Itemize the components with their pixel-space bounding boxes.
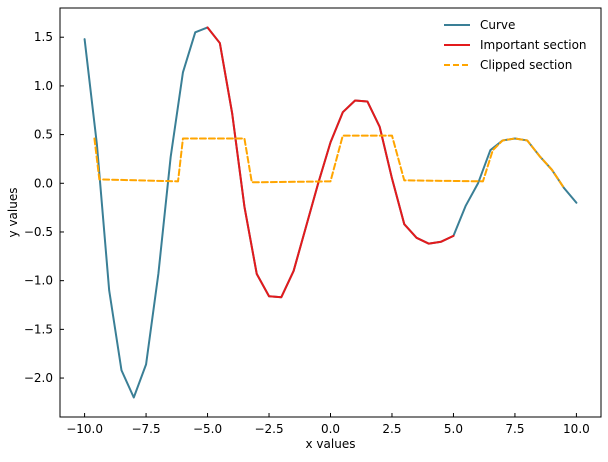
y-tick-label: −1.5 bbox=[24, 322, 53, 336]
y-tick-label: 0.0 bbox=[34, 176, 53, 190]
x-tick-label: 0.0 bbox=[321, 422, 340, 436]
x-tick-label: 10.0 bbox=[563, 422, 590, 436]
x-tick-label: 2.5 bbox=[382, 422, 401, 436]
y-tick-label: 1.0 bbox=[34, 79, 53, 93]
x-tick-label: −7.5 bbox=[131, 422, 160, 436]
series-line-important-section bbox=[206, 26, 455, 299]
x-tick-label: 5.0 bbox=[444, 422, 463, 436]
y-tick-label: 1.5 bbox=[34, 30, 53, 44]
x-tick-label: 7.5 bbox=[505, 422, 524, 436]
series-layer bbox=[83, 26, 578, 399]
legend-label: Clipped section bbox=[480, 58, 572, 72]
y-axis-label: y values bbox=[6, 188, 20, 238]
x-tick-label: −2.5 bbox=[254, 422, 283, 436]
series-line-clipped-section bbox=[93, 134, 566, 190]
axis-ticks: −10.0 −7.5 −5.0 −2.5 0.0 2.5 5.0 7.5 10.0 1.5 1.0 0… bbox=[24, 30, 590, 436]
legend-label: Curve bbox=[480, 18, 515, 32]
x-axis-label: x values bbox=[306, 437, 356, 451]
legend-label: Important section bbox=[480, 38, 587, 52]
y-tick-label: 0.5 bbox=[34, 128, 53, 142]
x-tick-label: −5.0 bbox=[193, 422, 222, 436]
y-tick-label: −0.5 bbox=[24, 225, 53, 239]
y-tick-label: −1.0 bbox=[24, 274, 53, 288]
y-tick-label: −2.0 bbox=[24, 371, 53, 385]
x-tick-label: −10.0 bbox=[66, 422, 103, 436]
legend: Curve Important section Clipped section bbox=[444, 18, 587, 72]
